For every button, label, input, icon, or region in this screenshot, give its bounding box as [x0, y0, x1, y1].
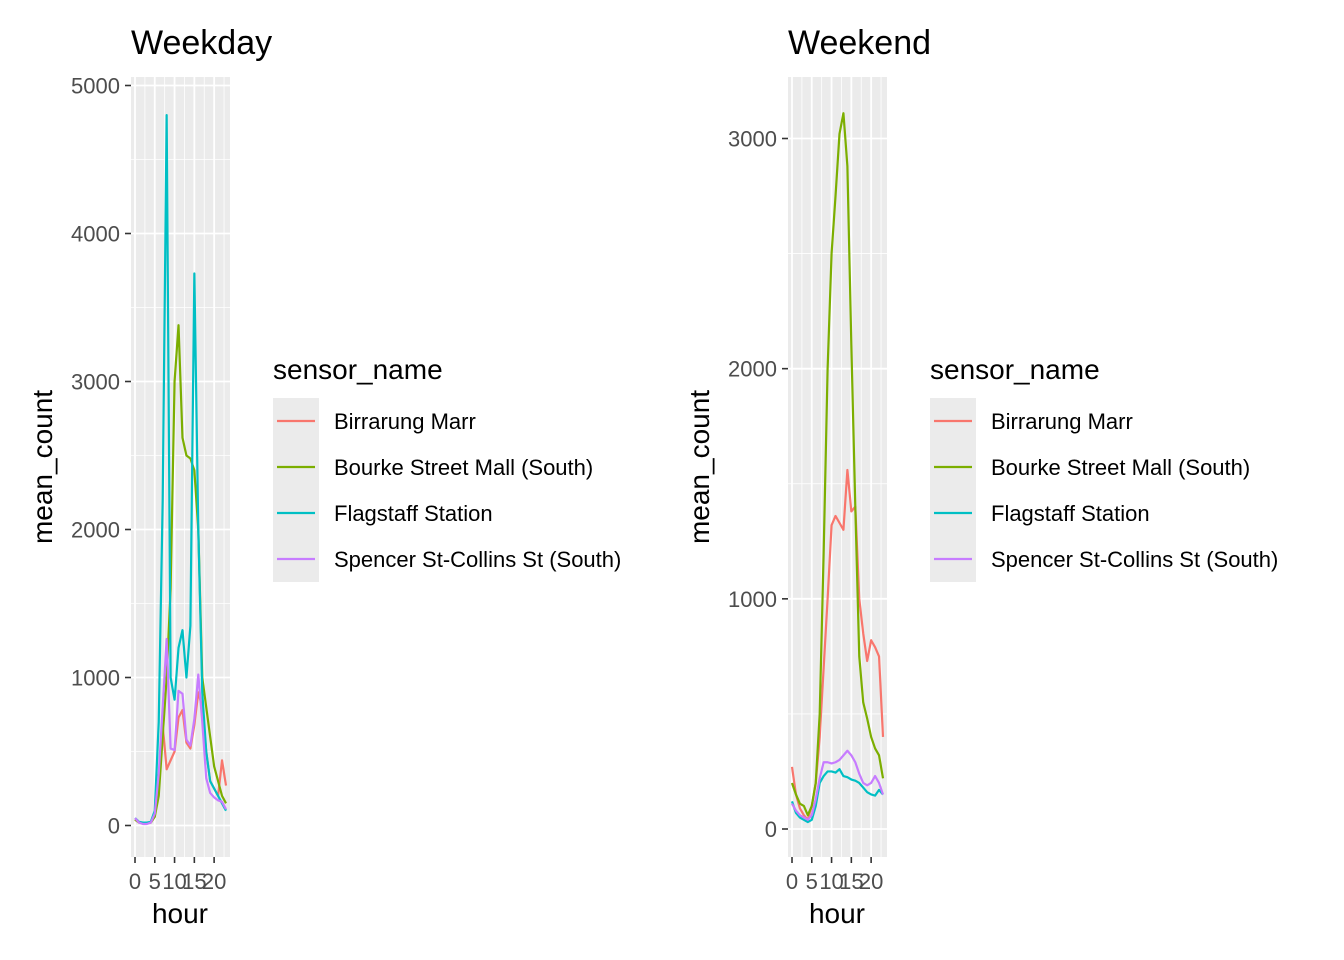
weekday-legend-label-birrarung-marr: Birrarung Marr [334, 409, 476, 434]
weekend-legend: sensor_name Birrarung Marr Bourke Street … [930, 354, 1278, 582]
weekday-x-tick-label: 15 [182, 869, 206, 894]
weekend-y-tick-label: 1000 [728, 587, 777, 612]
weekend-legend-label-spencer-st-collins-st-south: Spencer St-Collins St (South) [991, 547, 1278, 572]
weekday-series-lines [134, 113, 228, 826]
weekday-y-tick-label: 1000 [71, 666, 120, 691]
weekday-plot-background [131, 77, 230, 857]
weekend-y-tick-label: 2000 [728, 357, 777, 382]
weekend-x-tick-label: 0 [786, 869, 798, 894]
weekday-y-tick-label: 3000 [71, 370, 120, 395]
weekday-legend-label-spencer-st-collins-st-south: Spencer St-Collins St (South) [334, 547, 621, 572]
weekend-title: Weekend [788, 24, 931, 62]
weekday-x-tick-label: 5 [149, 869, 161, 894]
weekend-y-tick-label: 3000 [728, 127, 777, 152]
weekday-legend-label-bourke-street-mall-south: Bourke Street Mall (South) [334, 455, 593, 480]
weekday-title: Weekday [131, 24, 272, 62]
weekday-legend-label-flagstaff-station: Flagstaff Station [334, 501, 493, 526]
weekend-x-axis-title: hour [809, 898, 865, 929]
weekday-y-axis-title: mean_count [27, 390, 58, 544]
weekday-x-axis-title: hour [152, 898, 208, 929]
weekend-legend-label-birrarung-marr: Birrarung Marr [991, 409, 1133, 434]
weekday-x-tick-label: 10 [162, 869, 186, 894]
weekend-series-flagstaff-station [790, 768, 884, 824]
weekday-y-tick-label: 4000 [71, 222, 120, 247]
weekend-series-bourke-street-mall-south [790, 112, 885, 817]
weekend-y-axis-title: mean_count [684, 390, 715, 544]
weekend-series-spencer-st-collins-st-south [791, 749, 885, 821]
weekend-legend-label-flagstaff-station: Flagstaff Station [991, 501, 1150, 526]
weekday-y-tick-label: 5000 [71, 74, 120, 99]
weekday-series-spencer-st-collins-st-south [134, 637, 227, 826]
weekend-x-tick-label: 20 [859, 869, 883, 894]
weekend-series-lines [790, 112, 885, 824]
weekend-x-tick-label: 10 [819, 869, 843, 894]
weekday-legend-title: sensor_name [273, 354, 443, 385]
weekday-y-tick-label: 2000 [71, 518, 120, 543]
weekend-x-tick-label: 15 [839, 869, 863, 894]
weekend-legend-title: sensor_name [930, 354, 1100, 385]
weekend-legend-label-bourke-street-mall-south: Bourke Street Mall (South) [991, 455, 1250, 480]
weekend-y-tick-label: 0 [765, 817, 777, 842]
weekend-x-tick-label: 5 [806, 869, 818, 894]
weekday-y-axis: 0 1000 2000 3000 4000 5000 [71, 74, 131, 839]
weekday-legend: sensor_name Birrarung Marr Bourke Street … [273, 354, 621, 582]
weekday-y-tick-label: 0 [108, 814, 120, 839]
weekend-gridlines [788, 77, 887, 857]
weekend-y-axis: 0 1000 2000 3000 [728, 127, 788, 842]
weekday-x-tick-label: 20 [202, 869, 226, 894]
weekday-x-tick-label: 0 [129, 869, 141, 894]
